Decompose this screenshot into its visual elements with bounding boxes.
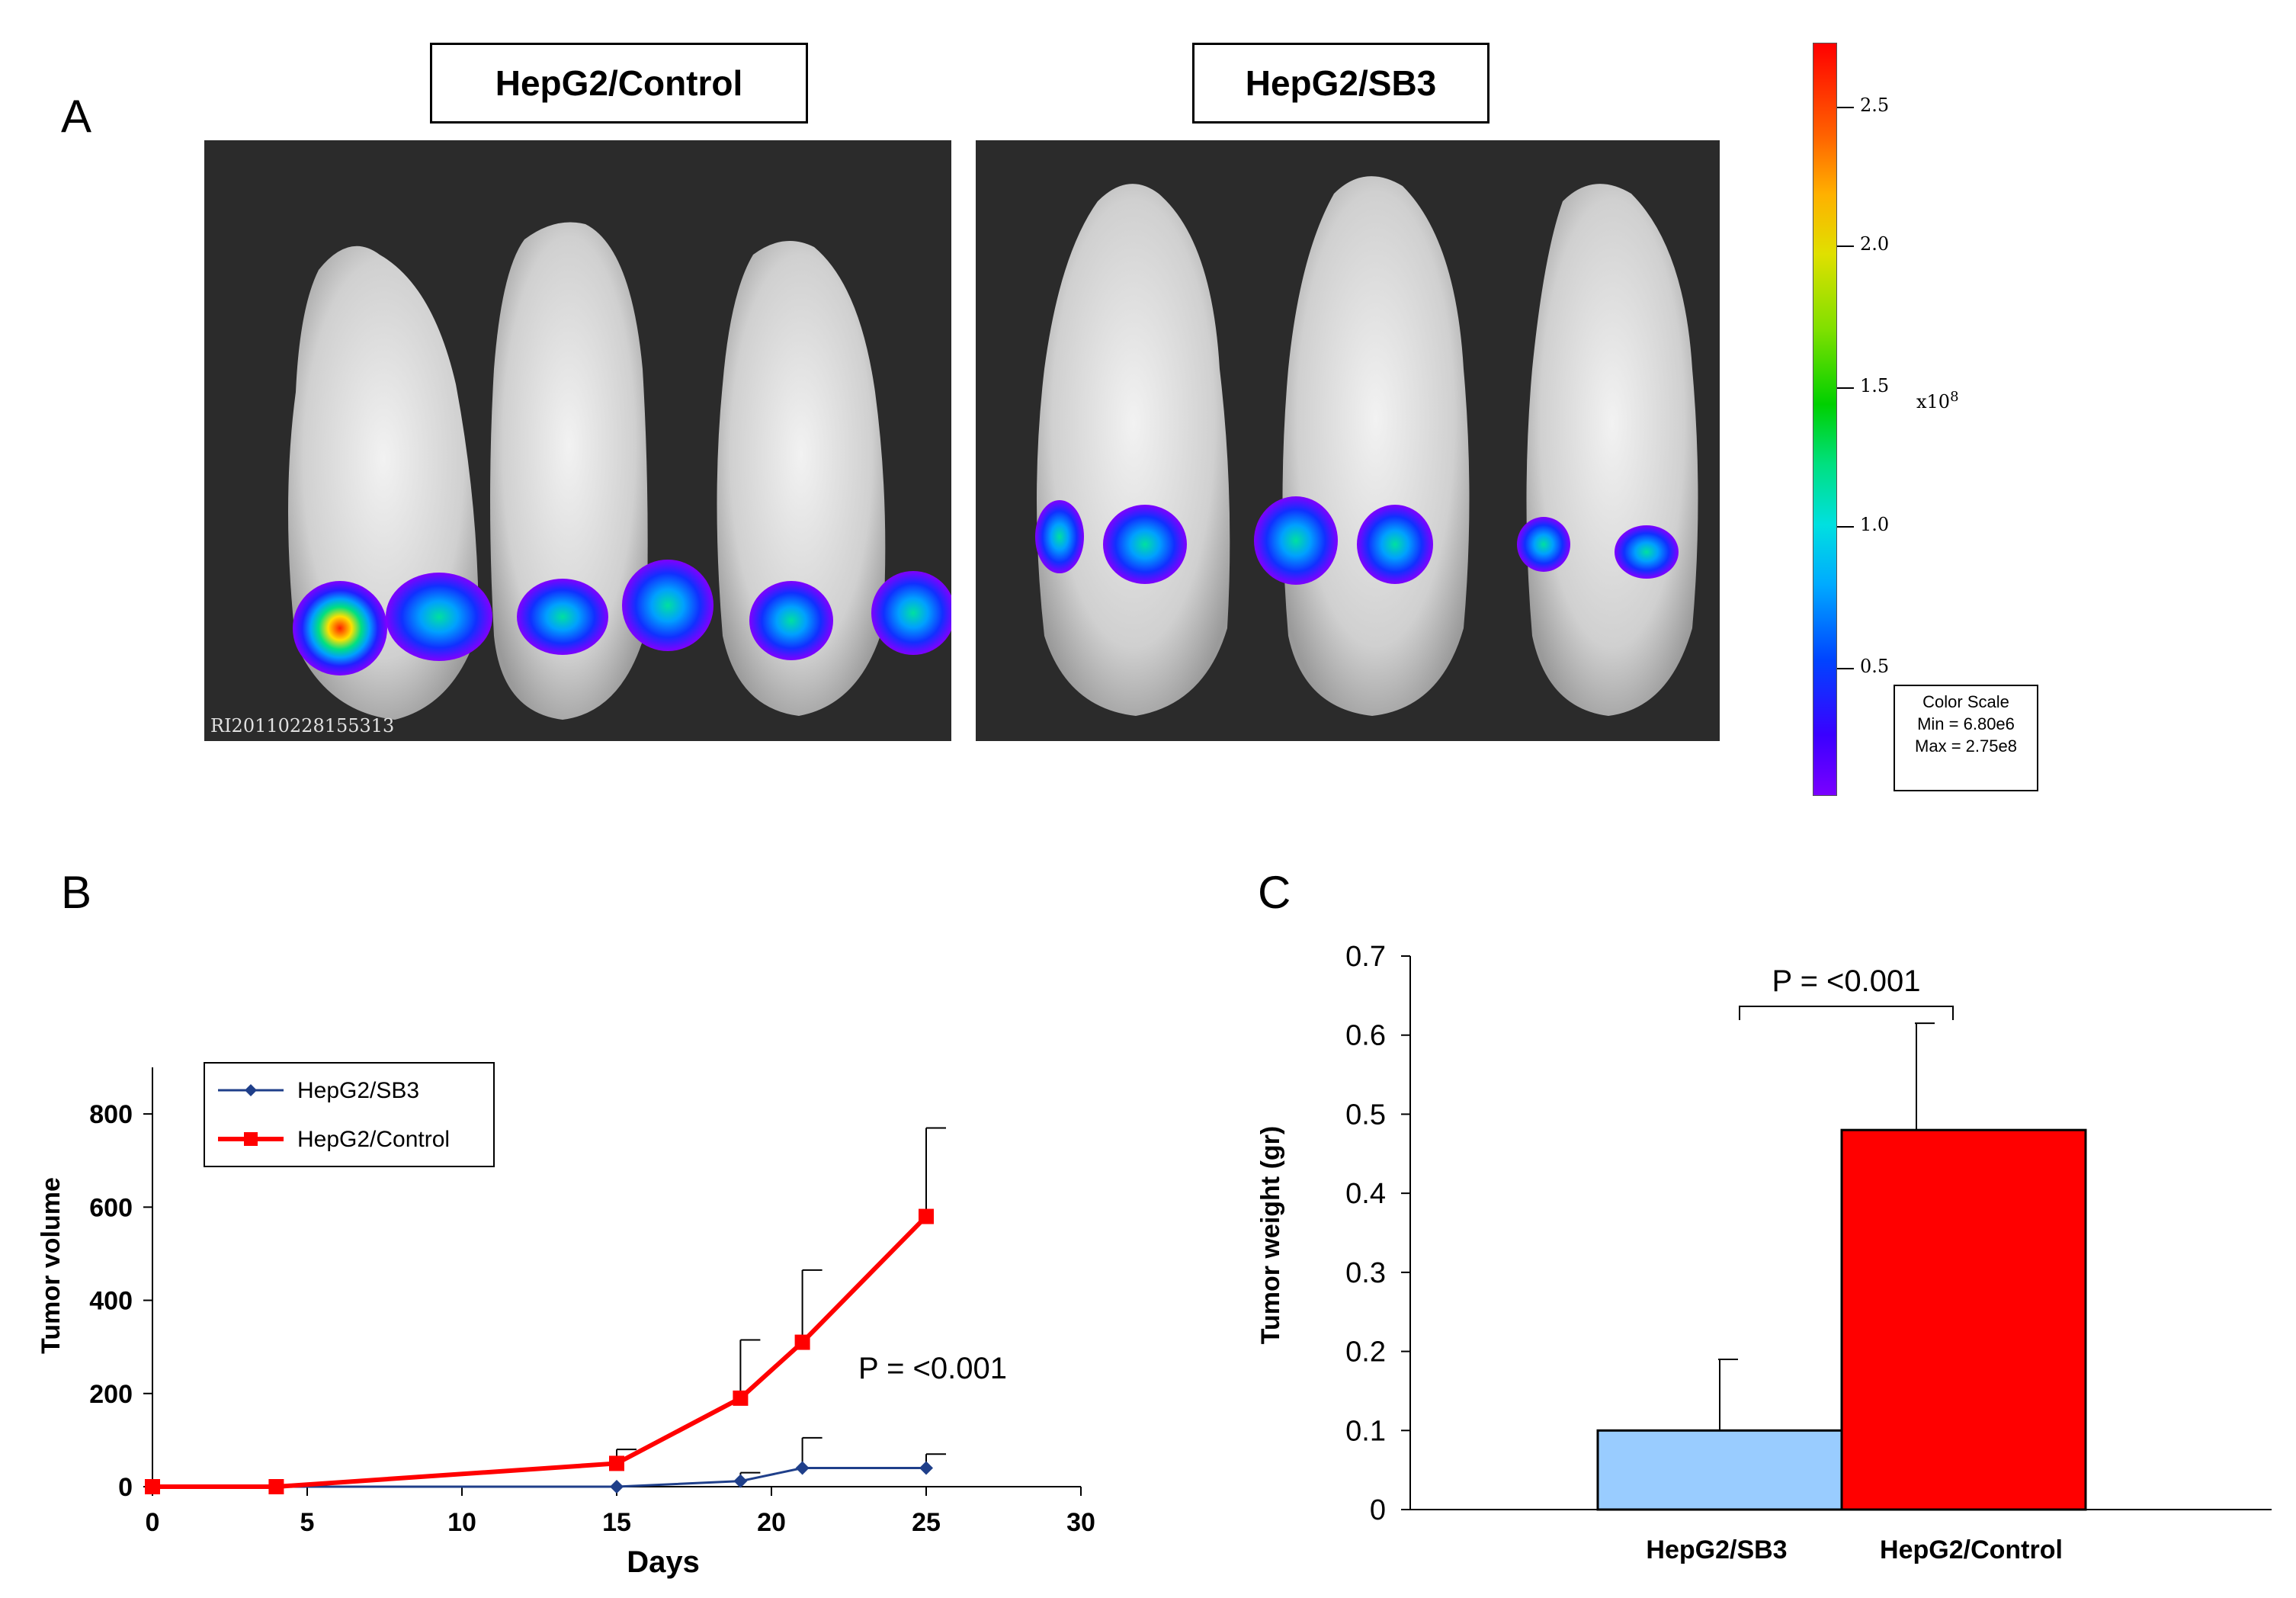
chart-b-xtick-label: 5 xyxy=(300,1508,315,1537)
scale-tick-0-5: 0.5 xyxy=(1860,656,1890,677)
data-point-control xyxy=(145,1479,160,1494)
chart-b-legend: HepG2/SB3 HepG2/Control xyxy=(204,1062,495,1167)
chart-b-ytick-label: 0 xyxy=(118,1473,133,1502)
color-scale-box: Color Scale Min = 6.80e6 Max = 2.75e8 xyxy=(1894,685,2038,791)
legend-label-control: HepG2/Control xyxy=(297,1127,450,1152)
scale-tick-2-0: 2.0 xyxy=(1860,233,1890,255)
chart-c-category-label: HepG2/Control xyxy=(1880,1535,2063,1564)
chart-c-annotation: P = <0.001 xyxy=(1772,964,1921,998)
panel-a-letter: A xyxy=(61,91,92,142)
panel-b-letter: B xyxy=(61,867,92,918)
control-group-label: HepG2/Control xyxy=(430,43,808,124)
chart-b-ytick-label: 200 xyxy=(89,1380,133,1409)
data-point-control xyxy=(794,1334,810,1350)
chart-c-ytick-label: 0.7 xyxy=(1345,941,1386,973)
chart-b-annotation: P = <0.001 xyxy=(858,1352,1007,1385)
sb3-group-label: HepG2/SB3 xyxy=(1192,43,1490,124)
color-scale-bar xyxy=(1813,43,1837,796)
panel-c-letter: C xyxy=(1258,867,1291,918)
chart-c-ytick-label: 0 xyxy=(1370,1494,1386,1526)
chart-b-ytick-label: 400 xyxy=(89,1287,133,1316)
chart-b-xtick-label: 0 xyxy=(146,1508,160,1537)
scale-multiplier-base: x10 xyxy=(1916,391,1951,412)
data-point-sb3 xyxy=(733,1474,748,1488)
data-point-control xyxy=(609,1455,624,1471)
chart-b-ylabel: Tumor volume xyxy=(37,1177,66,1354)
scale-tick-1-0: 1.0 xyxy=(1860,514,1890,535)
tumor-weight-chart: 0 0.1 0.2 0.3 0.4 0.5 0.6 0.7 HepG2/SB3 HepG2/Co… xyxy=(1256,941,2272,1564)
chart-b-xtick-label: 30 xyxy=(1066,1508,1095,1537)
scale-tick-1-5: 1.5 xyxy=(1860,375,1890,396)
chart-c-ytick-label: 0.1 xyxy=(1345,1415,1386,1447)
bar-hepg2-sb3 xyxy=(1596,1429,1843,1511)
chart-c-ytick-label: 0.6 xyxy=(1345,1020,1386,1052)
data-point-control xyxy=(268,1479,284,1494)
tumor-volume-chart: 0 5 10 15 20 25 30 0 200 400 600 800 HepG2/SB3 HepG… xyxy=(37,1062,1095,1579)
legend-label-sb3: HepG2/SB3 xyxy=(297,1078,419,1103)
chart-c-ylabel: Tumor weight (gr) xyxy=(1256,1126,1285,1344)
color-scale-box-min: Min = 6.80e6 xyxy=(1917,714,2015,733)
color-scale-box-max: Max = 2.75e8 xyxy=(1915,736,2017,756)
chart-b-ytick-label: 600 xyxy=(89,1193,133,1222)
color-scale-box-title: Color Scale xyxy=(1922,692,2009,711)
series-line-control xyxy=(152,1215,928,1489)
control-bioluminescence-image: RI20110228155313 xyxy=(204,140,951,741)
image-id-label: RI20110228155313 xyxy=(210,715,395,736)
scale-multiplier-exponent: 8 xyxy=(1950,389,1959,405)
chart-b-ytick-label: 800 xyxy=(89,1100,133,1129)
chart-b-xtick-label: 10 xyxy=(447,1508,476,1537)
chart-b-xtick-label: 15 xyxy=(602,1508,631,1537)
chart-c-category-label: HepG2/SB3 xyxy=(1646,1535,1787,1564)
chart-c-ytick-label: 0.2 xyxy=(1345,1336,1386,1369)
chart-b-xtick-label: 25 xyxy=(912,1508,941,1537)
data-point-sb3 xyxy=(610,1480,624,1494)
scale-tick-2-5: 2.5 xyxy=(1860,95,1890,116)
chart-c-ytick-label: 0.3 xyxy=(1345,1257,1386,1289)
chart-c-ytick-label: 0.5 xyxy=(1345,1099,1386,1131)
significance-bracket xyxy=(1739,1006,1954,1020)
sb3-bioluminescence-image xyxy=(976,140,1720,741)
bar-hepg2-control xyxy=(1840,1128,2087,1511)
data-point-control xyxy=(733,1390,749,1406)
chart-b-xtick-label: 20 xyxy=(757,1508,786,1537)
data-point-sb3 xyxy=(795,1461,810,1475)
data-point-sb3 xyxy=(919,1461,933,1475)
data-point-control xyxy=(919,1208,934,1224)
chart-c-ytick-label: 0.4 xyxy=(1345,1178,1386,1210)
chart-b-xlabel: Days xyxy=(627,1545,700,1579)
scale-multiplier: x108 xyxy=(1916,389,1959,412)
